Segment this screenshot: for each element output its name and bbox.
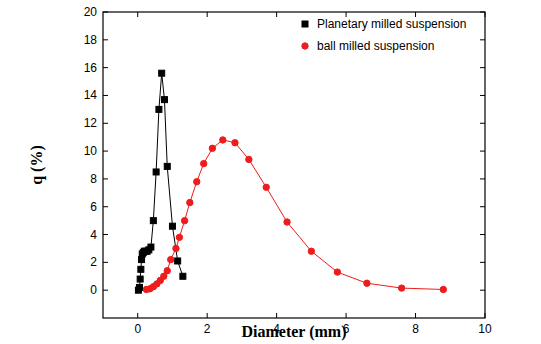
y-tick	[103, 39, 108, 40]
data-point	[364, 280, 370, 286]
x-tick	[485, 313, 486, 318]
y-tick	[480, 39, 485, 40]
data-point	[164, 163, 170, 169]
data-point	[148, 244, 154, 250]
data-point	[173, 245, 179, 251]
y-tick-label: 8	[90, 172, 97, 186]
y-tick	[480, 67, 485, 68]
data-point	[246, 156, 252, 162]
x-tick	[485, 12, 486, 17]
x-tick-label: 0	[134, 322, 141, 336]
data-point	[138, 266, 144, 272]
y-tick	[480, 95, 485, 96]
data-point	[153, 169, 159, 175]
y-tick	[103, 123, 108, 124]
data-point	[169, 223, 175, 229]
data-point	[194, 178, 200, 184]
y-tick-label: 14	[84, 88, 98, 102]
y-tick	[480, 151, 485, 152]
chart: 024681002468101214161820Diameter (mm)q (…	[0, 0, 541, 344]
x-tick	[276, 12, 277, 17]
y-tick-label: 10	[84, 144, 98, 158]
y-tick	[480, 123, 485, 124]
data-point	[398, 285, 404, 291]
y-tick-label: 6	[90, 200, 97, 214]
y-axis-title: q (%)	[28, 145, 46, 185]
data-point	[168, 256, 174, 262]
x-tick	[207, 313, 208, 318]
plot-area	[135, 70, 446, 293]
x-tick-label: 10	[478, 322, 492, 336]
x-tick	[137, 12, 138, 17]
x-axis-title: Diameter (mm)	[242, 323, 347, 341]
legend-label: Planetary milled suspension	[317, 17, 466, 31]
data-point	[440, 286, 446, 292]
data-point	[187, 199, 193, 205]
data-point	[159, 70, 165, 76]
legend-marker	[302, 21, 308, 27]
data-point	[220, 137, 226, 143]
data-point	[156, 106, 162, 112]
data-point	[334, 269, 340, 275]
data-point	[284, 219, 290, 225]
data-point	[137, 276, 143, 282]
y-tick	[103, 67, 108, 68]
y-tick-label: 20	[84, 5, 98, 19]
data-point	[209, 145, 215, 151]
data-point	[150, 218, 156, 224]
data-point	[180, 273, 186, 279]
data-point	[136, 284, 142, 290]
y-tick	[103, 262, 108, 263]
x-tick	[276, 313, 277, 318]
data-point	[232, 140, 238, 146]
x-tick-label: 8	[412, 322, 419, 336]
y-tick	[103, 12, 108, 13]
data-point	[181, 217, 187, 223]
y-tick-label: 0	[90, 283, 97, 297]
y-tick-label: 12	[84, 116, 98, 130]
x-tick	[137, 313, 138, 318]
y-tick	[103, 206, 108, 207]
x-tick-label: 2	[204, 322, 211, 336]
data-point	[263, 184, 269, 190]
legend: Planetary milled suspension ball milled s…	[302, 17, 467, 53]
y-tick	[103, 290, 108, 291]
y-tick-label: 18	[84, 33, 98, 47]
x-tick	[207, 12, 208, 17]
y-tick	[480, 290, 485, 291]
legend-marker	[302, 43, 308, 49]
x-tick	[346, 313, 347, 318]
y-tick	[103, 234, 108, 235]
y-tick	[480, 262, 485, 263]
series-line	[138, 73, 182, 290]
data-point	[164, 268, 170, 274]
data-point	[161, 97, 167, 103]
y-tick-label: 2	[90, 255, 97, 269]
y-tick	[480, 178, 485, 179]
data-point	[308, 248, 314, 254]
y-tick	[480, 234, 485, 235]
y-tick	[480, 12, 485, 13]
legend-label: ball milled suspension	[317, 39, 434, 53]
data-point	[176, 234, 182, 240]
data-point	[175, 258, 181, 264]
y-tick-label: 16	[84, 61, 98, 75]
plot-frame	[103, 12, 485, 318]
y-tick	[103, 151, 108, 152]
y-tick	[103, 95, 108, 96]
y-tick	[480, 206, 485, 207]
series-line	[146, 140, 443, 290]
y-tick-label: 4	[90, 228, 97, 242]
y-tick	[103, 178, 108, 179]
x-tick	[415, 313, 416, 318]
data-point	[201, 160, 207, 166]
